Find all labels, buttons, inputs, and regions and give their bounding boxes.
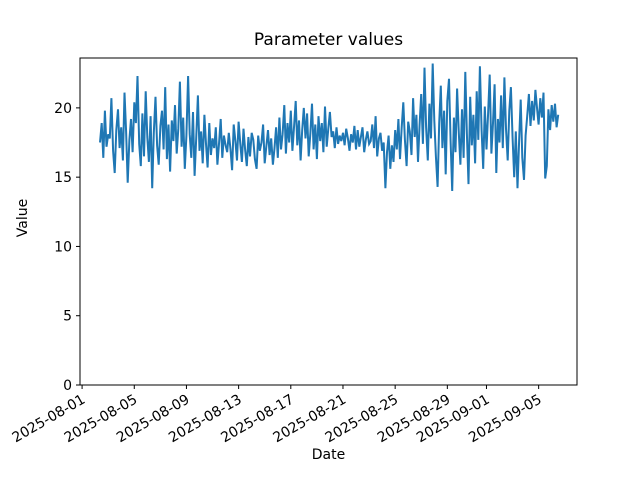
x-axis-label: Date [311,447,346,463]
y-tick-label: 20 [54,101,72,117]
y-axis-label: Value [15,198,31,238]
y-tick-label: 15 [54,170,72,186]
plot-border [79,57,578,386]
y-tick-label: 5 [63,309,72,325]
chart-title: Parameter values [253,30,404,50]
y-tick-label: 10 [54,239,72,255]
series-line [99,63,560,192]
y-tick-label: 0 [63,378,72,394]
